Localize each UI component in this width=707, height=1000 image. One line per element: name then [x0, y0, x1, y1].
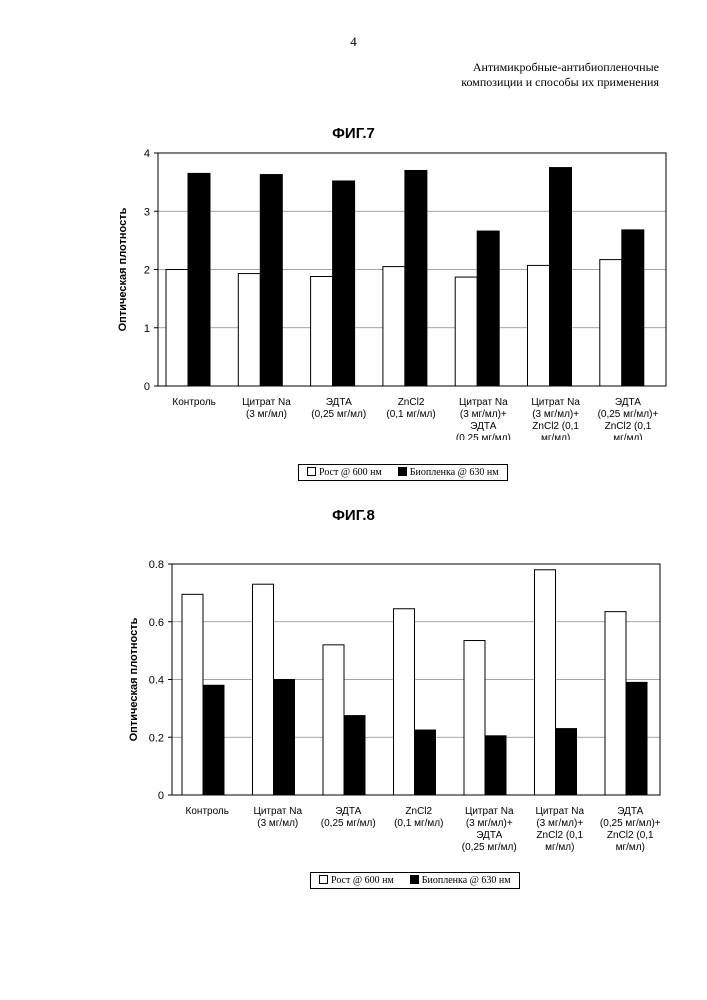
bar-growth: [455, 277, 477, 386]
x-tick-label: (3 мг/мл): [246, 409, 287, 420]
x-tick-label: Цитрат Na: [253, 806, 302, 817]
legend-swatch-black-icon: [410, 875, 419, 884]
x-tick-label: ZnCl2: [405, 806, 432, 817]
y-tick-label: 0.8: [149, 559, 164, 571]
bar-biofilm: [274, 680, 295, 796]
bar-biofilm: [260, 175, 282, 386]
figure-8-title: ФИГ.8: [0, 507, 707, 524]
legend-swatch-white-icon: [307, 467, 316, 476]
y-tick-label: 1: [144, 323, 150, 335]
legend-label-biofilm: Биопленка @ 630 нм: [410, 467, 499, 478]
x-tick-label: ЭДТА: [326, 397, 352, 408]
bar-growth: [394, 609, 415, 795]
bar-biofilm: [477, 231, 499, 386]
bar-biofilm: [333, 181, 355, 386]
x-tick-label: ZnCl2 (0,1: [605, 421, 652, 432]
bar-growth: [311, 276, 333, 386]
y-tick-label: 0.6: [149, 617, 164, 629]
legend-item-growth: Рост @ 600 нм: [307, 467, 382, 478]
x-tick-label: Цитрат Na: [531, 397, 580, 408]
x-tick-label: (0,25 мг/мл): [311, 409, 366, 420]
bar-growth: [323, 645, 344, 795]
bar-biofilm: [203, 685, 224, 795]
page-number: 4: [0, 34, 707, 50]
y-axis-label: Оптическая плотность: [117, 207, 129, 331]
y-tick-label: 0.4: [149, 675, 164, 687]
legend-item-biofilm: Биопленка @ 630 нм: [410, 875, 511, 886]
figure-7-chart: 0 1 2 3 4 Оптическая плотность Контроль Цитрат …: [0, 140, 707, 440]
y-tick-label: 0.2: [149, 732, 164, 744]
header-line-1: Антимикробные-антибиопленочные: [461, 60, 659, 75]
x-tick-label: ЭДТА: [470, 421, 496, 432]
legend-label-growth: Рост @ 600 нм: [331, 875, 394, 886]
x-tick-label: ZnCl2 (0,1: [607, 830, 654, 841]
figure-8-chart: 0 0.2 0.4 0.6 0.8 Оптическая плотность Контрол…: [0, 540, 707, 860]
x-tick-label: Контроль: [186, 806, 229, 817]
x-tick-label: ZnCl2 (0,1: [532, 421, 579, 432]
x-tick-label: (0,25 мг/мл): [321, 818, 376, 829]
x-tick-label: (0,1 мг/мл): [394, 818, 443, 829]
x-tick-label: (3 мг/мл)+: [536, 818, 583, 829]
x-tick-label: (3 мг/мл)+: [466, 818, 513, 829]
bar-biofilm: [626, 682, 647, 795]
x-tick-label: (0,1 мг/мл): [386, 409, 435, 420]
bar-growth: [253, 584, 274, 795]
x-tick-label: Контроль: [172, 397, 215, 408]
legend-swatch-white-icon: [319, 875, 328, 884]
x-tick-label: (0,25 мг/мл)+: [598, 409, 659, 420]
legend-label-biofilm: Биопленка @ 630 нм: [422, 875, 511, 886]
x-tick-label: мг/мл): [616, 842, 645, 853]
document-header: Антимикробные-антибиопленочные композици…: [461, 60, 659, 90]
bar-biofilm: [415, 730, 436, 795]
legend-item-growth: Рост @ 600 нм: [319, 875, 394, 886]
x-tick-label: ЭДТА: [617, 806, 643, 817]
x-tick-label: мг/мл): [545, 842, 574, 853]
legend-swatch-black-icon: [398, 467, 407, 476]
x-tick-label: Цитрат Na: [242, 397, 291, 408]
x-tick-label: мг/мл): [541, 433, 570, 440]
x-tick-label: ЭДТА: [615, 397, 641, 408]
y-tick-label: 3: [144, 206, 150, 218]
x-tick-label: Цитрат Na: [465, 806, 514, 817]
bar-growth: [535, 570, 556, 795]
x-tick-label: ZnCl2 (0,1: [536, 830, 583, 841]
y-axis-label: Оптическая плотность: [128, 617, 140, 741]
x-tick-label: (0,25 мг/мл): [462, 842, 517, 853]
legend-label-growth: Рост @ 600 нм: [319, 467, 382, 478]
figure-8-legend: Рост @ 600 нм Биопленка @ 630 нм: [310, 872, 520, 889]
x-tick-label: Цитрат Na: [459, 397, 508, 408]
x-tick-label: (3 мг/мл)+: [460, 409, 507, 420]
x-tick-label: ЭДТА: [335, 806, 361, 817]
bar-biofilm: [550, 168, 572, 386]
bar-biofilm: [344, 716, 365, 795]
bar-growth: [166, 270, 188, 387]
bar-growth: [464, 641, 485, 795]
bar-biofilm: [485, 736, 506, 795]
y-tick-label: 0: [158, 790, 164, 802]
x-tick-label: мг/мл): [613, 433, 642, 440]
bar-biofilm: [556, 729, 577, 795]
bar-growth: [600, 260, 622, 386]
bar-biofilm: [622, 230, 644, 386]
y-tick-label: 2: [144, 265, 150, 277]
bar-growth: [238, 274, 260, 386]
x-tick-label: (0,25 мг/мл): [456, 433, 511, 440]
x-tick-label: (0,25 мг/мл)+: [600, 818, 661, 829]
bar-growth: [605, 612, 626, 795]
x-tick-label: (3 мг/мл): [257, 818, 298, 829]
x-tick-label: (3 мг/мл)+: [532, 409, 579, 420]
bar-biofilm: [405, 170, 427, 386]
figure-7-legend: Рост @ 600 нм Биопленка @ 630 нм: [298, 464, 508, 481]
y-tick-label: 0: [144, 381, 150, 393]
bar-growth: [182, 594, 203, 795]
bar-growth: [528, 265, 550, 386]
bar-growth: [383, 267, 405, 386]
header-line-2: композиции и способы их применения: [461, 75, 659, 90]
bar-biofilm: [188, 173, 210, 386]
legend-item-biofilm: Биопленка @ 630 нм: [398, 467, 499, 478]
y-tick-label: 4: [144, 148, 150, 160]
x-tick-label: Цитрат Na: [535, 806, 584, 817]
x-tick-label: ZnCl2: [398, 397, 425, 408]
x-tick-label: ЭДТА: [476, 830, 502, 841]
